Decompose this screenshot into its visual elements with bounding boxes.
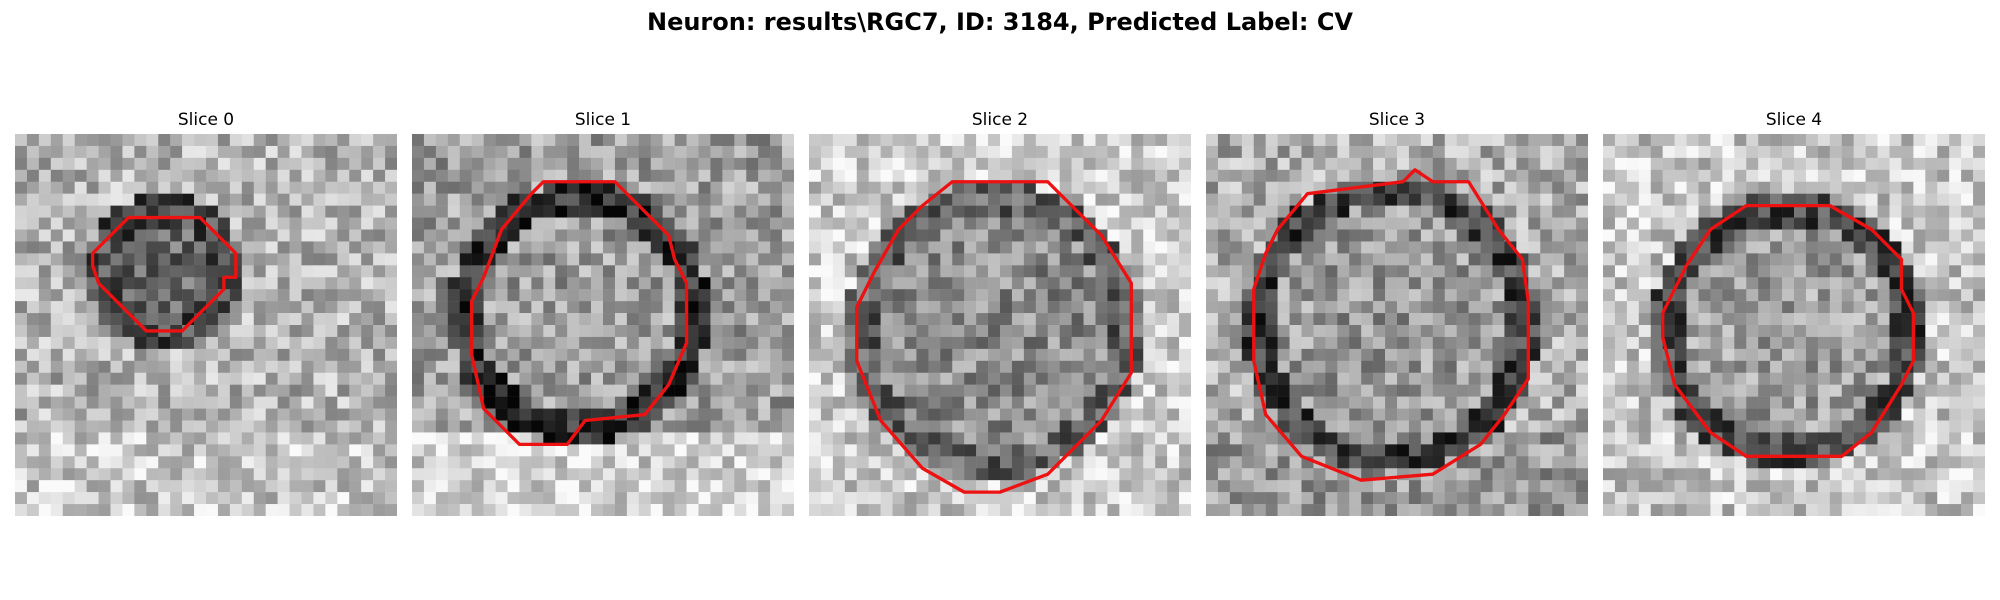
- slice-panel-0: Slice 0: [15, 108, 397, 516]
- slice-panel-3: Slice 3: [1206, 108, 1588, 516]
- segmentation-contour-4: [1661, 203, 1916, 458]
- slice-title-3: Slice 3: [1368, 110, 1426, 130]
- slice-image-4: [1603, 134, 1985, 516]
- slice-pixels-1: [412, 134, 794, 516]
- segmentation-contour-2: [855, 180, 1133, 494]
- slice-pixels-0: [15, 134, 397, 516]
- slice-title-4: Slice 4: [1765, 110, 1823, 130]
- slice-pixels-4: [1603, 134, 1985, 516]
- segmentation-contour-1: [470, 180, 689, 447]
- slice-panel-2: Slice 2: [809, 108, 1191, 516]
- slice-image-1: [412, 134, 794, 516]
- slice-title-1: Slice 1: [574, 110, 632, 130]
- slice-title-0: Slice 0: [177, 110, 235, 130]
- slice-pixels-3: [1206, 134, 1588, 516]
- slice-image-3: [1206, 134, 1588, 516]
- slice-panel-4: Slice 4: [1603, 108, 1985, 516]
- slice-image-2: [809, 134, 1191, 516]
- segmentation-contour-0: [90, 215, 238, 333]
- slice-title-2: Slice 2: [971, 110, 1029, 130]
- segmentation-contour-3: [1252, 168, 1530, 482]
- figure-title: Neuron: results\RGC7, ID: 3184, Predicte…: [646, 8, 1354, 36]
- slice-panel-1: Slice 1: [412, 108, 794, 516]
- slice-image-0: [15, 134, 397, 516]
- slice-pixels-2: [809, 134, 1191, 516]
